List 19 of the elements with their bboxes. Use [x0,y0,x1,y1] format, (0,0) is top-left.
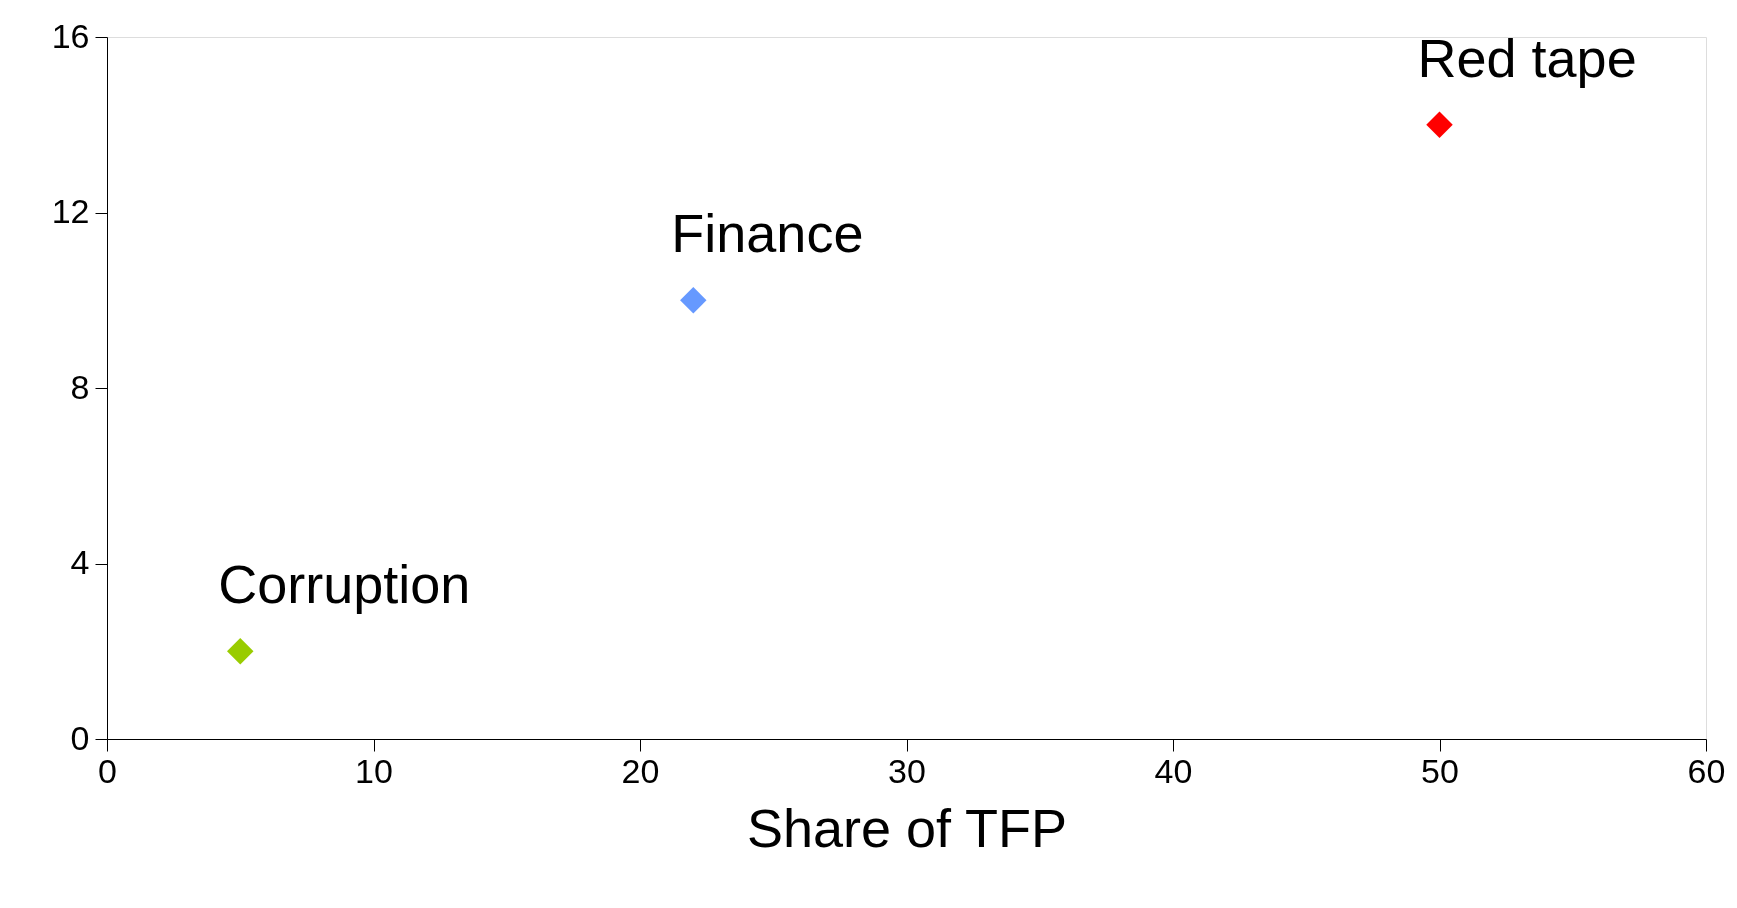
x-tick-label: 40 [1154,751,1193,790]
y-tick-label: 4 [70,543,90,581]
x-tick-label: 10 [355,751,393,790]
x-tick-label: 60 [1687,751,1726,790]
y-tick-label: 0 [70,718,90,757]
series-label: Corruption [218,554,471,615]
point [227,638,254,665]
x-tick-label: 50 [1421,751,1459,790]
x-tick-label: 0 [98,751,117,790]
x-axis-title: Share of TFP [746,797,1068,858]
x-tick-label: 20 [621,751,660,790]
point [1426,111,1453,138]
y-tick-label: 16 [51,16,90,55]
series-label: Red tape [1417,27,1637,88]
y-tick-label: 8 [70,367,90,406]
x-tick-label: 30 [888,751,926,790]
series-label: Finance [671,203,864,264]
y-tick-label: 12 [51,192,90,230]
point [680,287,707,314]
